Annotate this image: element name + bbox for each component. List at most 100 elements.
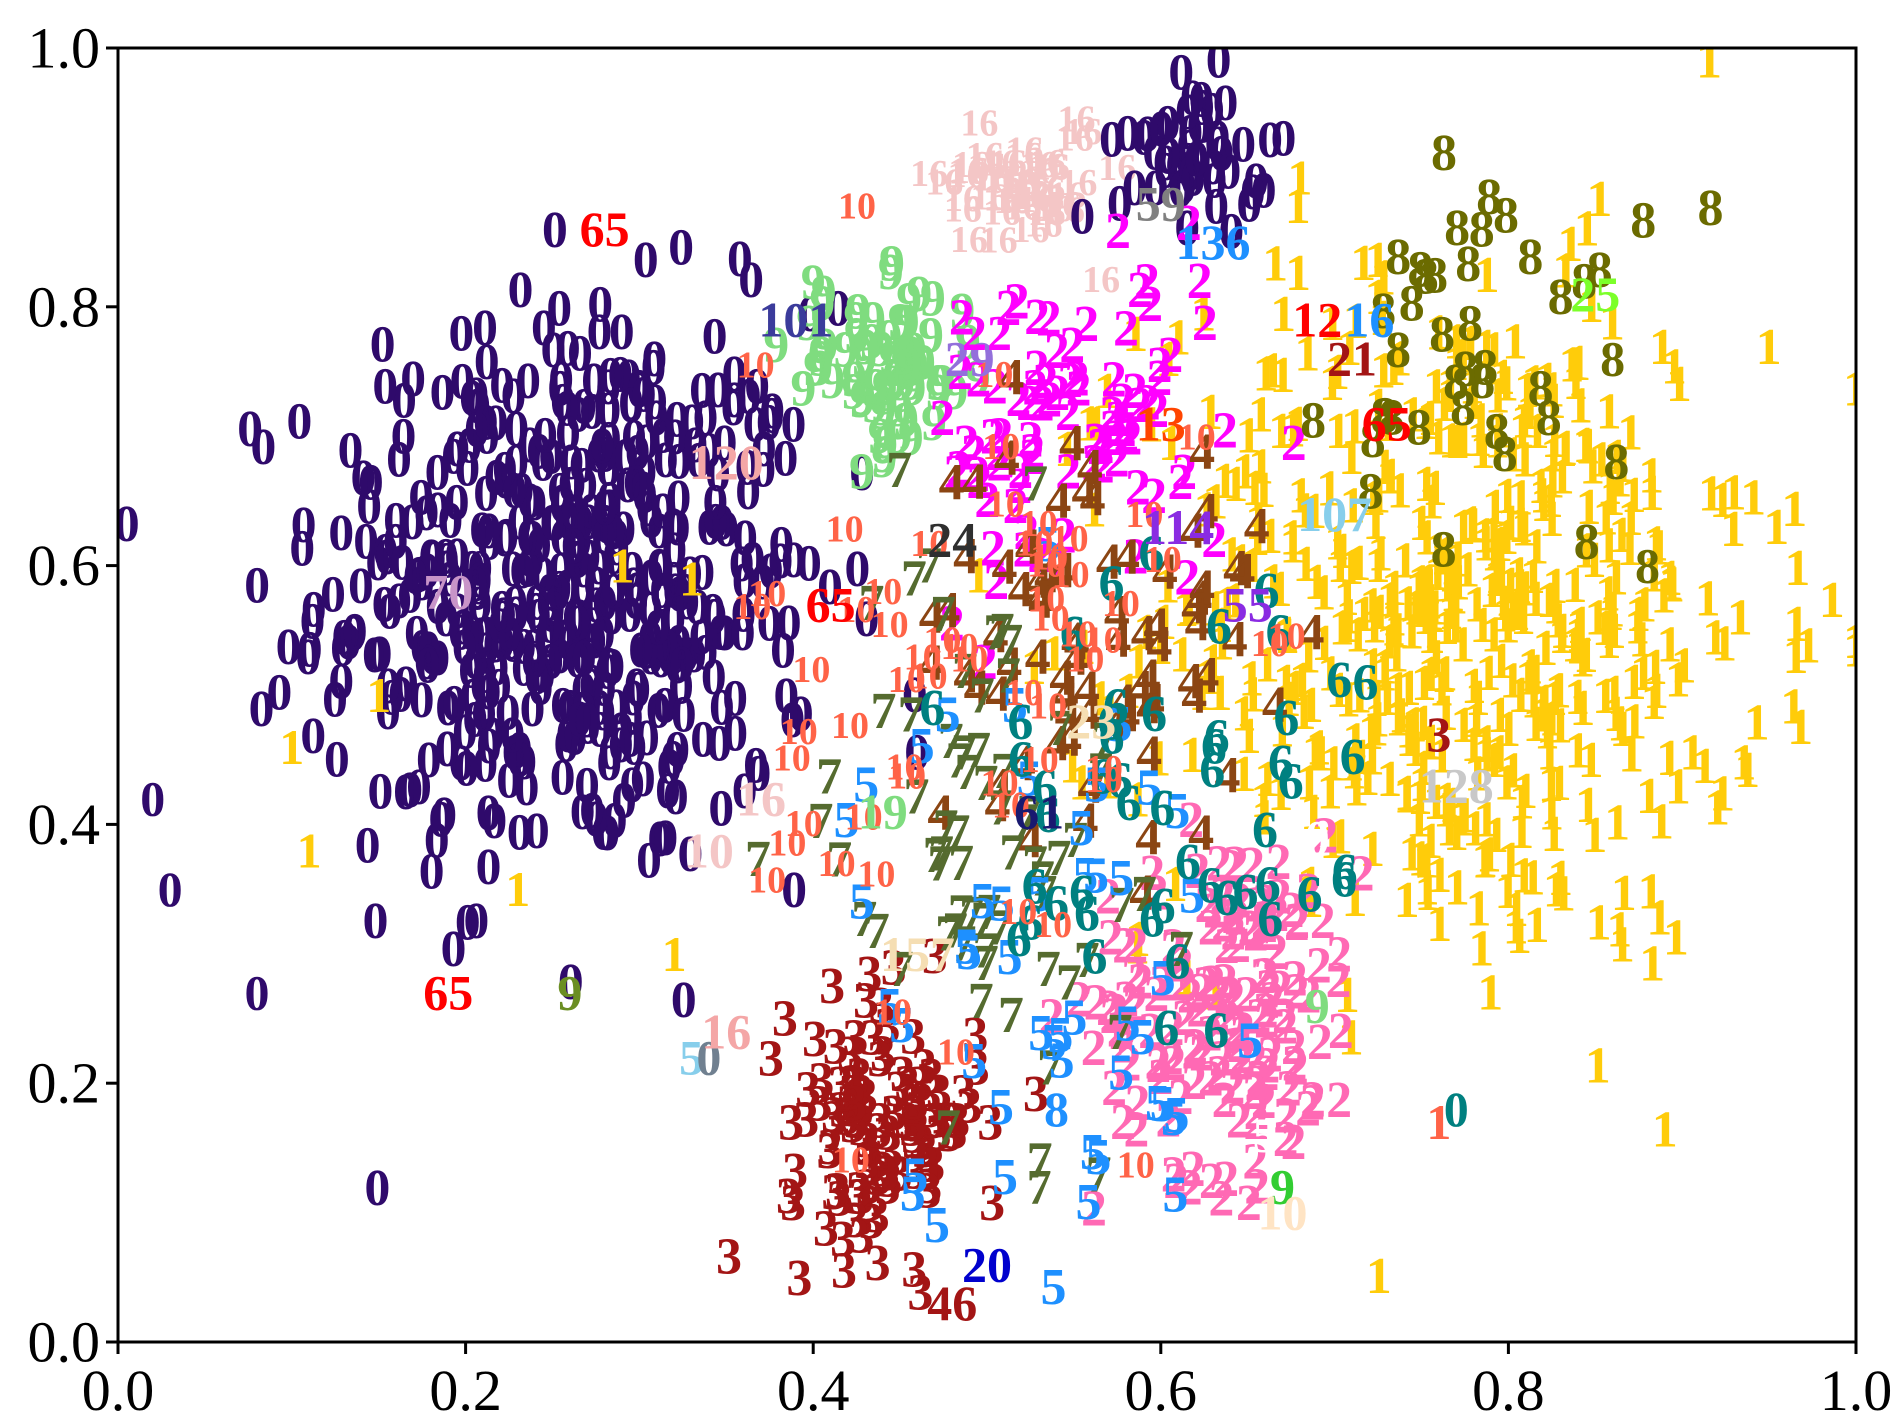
y-tick-label-4: 0.8: [28, 274, 101, 339]
scatter-point-0-514: 0: [555, 406, 581, 463]
scatter-point-0-27: 0: [489, 357, 515, 414]
scatter-point-0-493: 0: [650, 483, 676, 540]
scatter-point-0-60: 0: [583, 556, 609, 613]
scatter-point-0-120: 0: [555, 559, 581, 616]
scatter-point-0-84: 0: [502, 724, 528, 781]
annotation-label-21: 128: [1419, 758, 1494, 814]
scatter-point-0-152: 0: [507, 721, 533, 778]
scatter-point-13-26: 8: [1536, 390, 1562, 447]
scatter-point-0-141: 0: [664, 392, 690, 449]
scatter-point-0-21: 0: [661, 522, 687, 579]
scatter-point-0-146: 0: [289, 521, 315, 578]
scatter-point-0-66: 0: [623, 574, 649, 631]
scatter-point-0-221: 0: [668, 219, 694, 276]
scatter-point-11-35: 6: [1201, 719, 1227, 776]
scatter-point-11-7: 6: [1252, 802, 1278, 859]
scatter-point-0-163: 0: [689, 362, 715, 419]
scatter-point-0-30: 0: [696, 422, 722, 479]
scatter-point-0-187: 0: [367, 764, 393, 821]
scatter-point-11-45: 6: [1278, 753, 1304, 810]
scatter-point-1-516: 1: [1611, 865, 1637, 922]
scatter-point-0-101: 0: [508, 462, 534, 519]
annotation-label-9: 1: [297, 822, 322, 878]
scatter-point-0-281: 0: [475, 785, 501, 842]
scatter-point-0-74: 0: [330, 621, 356, 678]
annotation-label-10: 1: [505, 861, 530, 917]
scatter-point-8-27: 4: [939, 454, 965, 511]
scatter-point-2-147: 2: [1328, 1003, 1354, 1060]
scatter-point-5-39: 16: [1082, 259, 1120, 301]
scatter-point-0-104: 0: [638, 610, 664, 667]
scatter-point-11-30: 6: [1197, 858, 1223, 915]
scatter-point-1-505: 1: [1493, 509, 1519, 566]
scatter-point-11-8: 6: [1141, 686, 1167, 743]
scatter-point-0-88: 0: [520, 681, 546, 738]
scatter-point-7-80: 2: [1073, 296, 1099, 353]
scatter-point-0-50: 0: [399, 494, 425, 551]
scatter-point-13-36: 8: [1413, 249, 1439, 306]
scatter-point-0-36: 0: [375, 684, 401, 741]
scatter-point-12-15: 10: [768, 822, 806, 864]
scatter-point-12-58: 10: [748, 573, 786, 615]
scatter-point-0-332: 0: [419, 843, 445, 900]
scatter-point-0-62: 0: [479, 707, 505, 764]
scatter-point-1-545: 1: [1402, 580, 1428, 637]
scatter-point-0-119: 0: [550, 677, 576, 734]
x-tick-label-3: 0.6: [1125, 1358, 1198, 1423]
scatter-point-0-20: 0: [530, 436, 556, 493]
scatter-point-0-5: 0: [550, 750, 576, 807]
scatter-point-1-551: 1: [1463, 577, 1489, 634]
scatter-point-5-44: 16: [910, 153, 948, 195]
annotation-label-1: 65: [423, 965, 473, 1021]
scatter-point-9-63: 7: [998, 987, 1024, 1044]
scatter-point-0-76: 0: [621, 720, 647, 777]
outer-margin-1: [0, 1342, 1898, 1428]
scatter-point-0-103: 0: [537, 563, 563, 620]
scatter-point-0-388: 0: [342, 603, 368, 660]
scatter-point-0-337: 0: [324, 731, 350, 788]
scatter-point-4-65: 9: [906, 266, 932, 323]
scatter-point-0-127: 0: [736, 369, 762, 426]
scatter-point-0-67: 0: [713, 501, 739, 558]
scatter-point-1-503: 1: [1413, 456, 1439, 513]
scatter-point-0-51: 0: [418, 529, 444, 586]
scatter-point-0-35: 0: [450, 599, 476, 656]
scatter-point-0-458: 0: [579, 783, 605, 840]
scatter-point-11-49: 6: [1255, 857, 1281, 914]
scatter-point-1-153: 1: [1756, 319, 1782, 376]
annotation-label-3: 65: [806, 576, 856, 632]
annotation-label-43: 7: [1027, 1159, 1052, 1215]
scatter-point-0-13: 0: [566, 513, 592, 570]
scatter-point-0-160: 0: [445, 583, 471, 640]
scatter-point-0-95: 0: [521, 619, 547, 676]
scatter-point-0-77: 0: [541, 495, 567, 552]
x-tick-label-4: 0.8: [1472, 1358, 1545, 1423]
scatter-point-12-53: 10: [857, 853, 895, 895]
scatter-point-1-542: 1: [1530, 476, 1556, 533]
scatter-point-10-39: 5: [1163, 1087, 1189, 1144]
scatter-point-0-81: 0: [709, 680, 735, 737]
scatter-point-1-340: 1: [1569, 680, 1595, 737]
scatter-point-0-114: 0: [410, 619, 436, 676]
scatter-point-0-64: 0: [592, 494, 618, 551]
annotation-label-34: 157: [880, 926, 955, 982]
scatter-point-0-6: 0: [383, 492, 409, 549]
scatter-point-0-236: 0: [476, 839, 502, 896]
scatter-point-0-179: 0: [364, 1160, 390, 1217]
scatter-point-0-121: 0: [493, 453, 519, 510]
scatter-point-0-167: 0: [564, 595, 590, 652]
scatter-point-12-42: 10: [1005, 672, 1043, 714]
scatter-point-0-113: 0: [458, 643, 484, 700]
scatter-point-0-165: 0: [386, 431, 412, 488]
annotation-label-44: 8: [1044, 1081, 1069, 1137]
outer-margin-3: [1856, 0, 1898, 1428]
scatter-point-1-376: 1: [1784, 540, 1810, 597]
annotation-label-48: 10: [684, 822, 734, 878]
y-tick-label-5: 1.0: [28, 16, 101, 81]
scatter-point-1-354: 1: [1639, 936, 1665, 993]
scatter-point-0-133: 0: [500, 541, 526, 598]
scatter-point-0-177: 0: [413, 485, 439, 542]
scatter-point-0-475: 0: [574, 692, 600, 749]
scatter-point-1-226: 1: [1734, 742, 1760, 799]
outer-margin-2: [0, 0, 118, 1428]
